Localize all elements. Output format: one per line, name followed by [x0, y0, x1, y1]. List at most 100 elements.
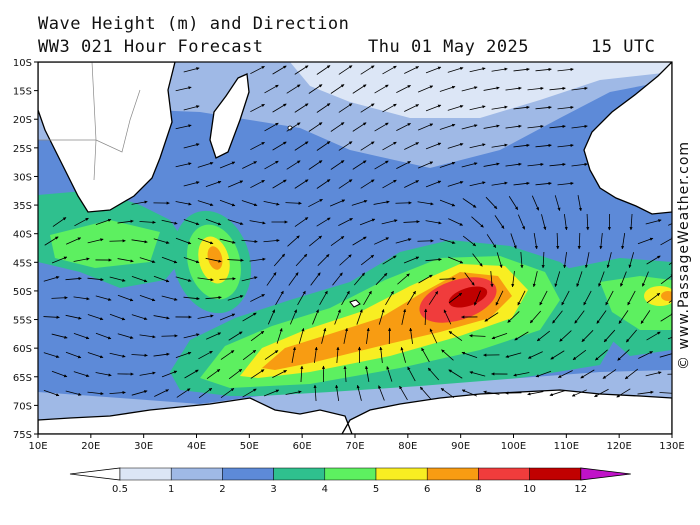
arrow-icon — [343, 365, 347, 383]
legend-swatch — [119, 467, 172, 481]
arrow-icon — [297, 290, 306, 306]
arrow-icon — [507, 311, 520, 323]
arrow-icon — [448, 330, 463, 342]
arrow-icon — [74, 217, 89, 227]
map-field — [38, 62, 672, 434]
arrow-icon — [360, 103, 375, 113]
legend-label: 0.5 — [112, 484, 128, 495]
arrow-icon — [513, 67, 530, 72]
lon-label: 10E — [28, 441, 47, 452]
arrow-icon — [606, 252, 612, 269]
forecast-time: 15 UTC — [591, 37, 656, 57]
lat-label: 75S — [13, 430, 32, 441]
arrow-icon — [73, 296, 90, 301]
arrow-icon — [95, 218, 112, 225]
arrow-icon — [363, 290, 372, 306]
arrow-icon — [298, 327, 305, 344]
legend-swatch — [478, 467, 530, 481]
arrow-icon — [419, 386, 432, 400]
africa-landmass — [38, 62, 176, 213]
arrow-icon — [183, 181, 200, 187]
arrow-icon — [330, 160, 345, 170]
arrow-icon — [184, 369, 199, 379]
map-title: Wave Height (m) and Direction — [38, 14, 350, 34]
arrow-icon — [313, 346, 318, 363]
arrow-icon — [153, 315, 170, 320]
arrow-icon — [382, 65, 397, 75]
arrow-icon — [264, 84, 279, 94]
legend-label: 10 — [523, 484, 536, 495]
arrow-icon — [471, 216, 484, 228]
arrow-icon — [330, 122, 345, 132]
arrow-icon — [599, 233, 603, 250]
arrow-icon — [505, 162, 522, 167]
arrow-icon — [491, 181, 508, 186]
arrow-icon — [73, 333, 90, 340]
arrow-icon — [360, 254, 375, 266]
lon-label: 130E — [659, 441, 684, 452]
arrow-icon — [409, 327, 413, 344]
arrow-icon — [52, 217, 67, 227]
arrow-icon — [65, 276, 82, 281]
arrow-icon — [535, 370, 552, 378]
arrow-icon — [272, 103, 287, 113]
madagascar-landmass — [209, 73, 250, 159]
arrow-icon — [427, 367, 440, 381]
arrow-icon — [382, 179, 397, 189]
arrow-icon — [382, 141, 397, 151]
arrow-icon — [250, 330, 265, 342]
arrow-icon — [139, 334, 156, 339]
arrow-icon — [583, 290, 592, 306]
arrow-icon — [439, 161, 456, 168]
arrow-icon — [563, 252, 567, 269]
arrow-icon — [461, 86, 478, 92]
arrow-icon — [161, 370, 178, 378]
arrow-icon — [469, 334, 486, 338]
arrow-icon — [417, 85, 434, 93]
ocean-band-12m-storm — [448, 286, 488, 308]
arrow-icon — [360, 141, 375, 151]
arrow-icon — [197, 238, 214, 245]
lon-label: 120E — [606, 441, 631, 452]
arrow-icon — [329, 199, 346, 207]
arrow-icon — [404, 66, 419, 74]
arrow-icon — [294, 217, 309, 227]
arrow-icon — [131, 200, 148, 205]
legend-label: 8 — [475, 484, 481, 495]
arrow-icon — [109, 276, 126, 282]
arrow-icon — [65, 237, 82, 245]
longitude-axis: 10E 20E 30E 40E 50E 60E 70E 80E 90E 100E 110E 120E 1… — [28, 434, 685, 452]
lat-label: 40S — [13, 230, 32, 241]
arrow-icon — [339, 254, 352, 266]
arrow-icon — [563, 214, 568, 231]
arrow-icon — [485, 196, 498, 210]
arrow-icon — [219, 199, 236, 207]
arrow-icon — [294, 179, 309, 189]
lon-label: 80E — [398, 441, 417, 452]
lon-label: 60E — [293, 441, 312, 452]
arrow-icon — [300, 365, 304, 383]
arrow-icon — [109, 391, 126, 395]
arrow-icon — [629, 213, 633, 231]
arrow-icon — [605, 290, 614, 306]
arrow-icon — [552, 310, 563, 324]
lat-label: 35S — [13, 201, 32, 212]
arrow-icon — [527, 86, 544, 91]
arrow-icon — [139, 220, 156, 224]
arrow-icon — [249, 220, 266, 225]
arrow-icon — [198, 350, 213, 360]
arrow-icon — [637, 390, 654, 395]
arrow-icon — [594, 388, 609, 398]
arrow-icon — [595, 349, 608, 361]
lat-label: 50S — [13, 287, 32, 298]
arrow-icon — [474, 290, 481, 306]
arrow-icon — [382, 103, 397, 113]
arrow-icon — [95, 295, 112, 301]
arrow-icon — [341, 290, 350, 306]
arrow-icon — [447, 256, 464, 264]
arrow-icon — [291, 346, 296, 363]
arrow-icon — [620, 271, 627, 287]
arrow-icon — [404, 180, 419, 188]
arrow-icon — [462, 198, 477, 208]
arrow-icon — [425, 220, 442, 225]
